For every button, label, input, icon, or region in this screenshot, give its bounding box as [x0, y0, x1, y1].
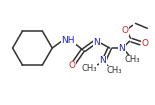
Text: CH₃: CH₃ — [81, 64, 97, 73]
Text: N: N — [99, 56, 106, 65]
Text: N: N — [93, 38, 100, 47]
Text: O: O — [142, 39, 149, 48]
Text: O: O — [69, 61, 75, 70]
Text: O: O — [121, 26, 128, 35]
Text: CH₃: CH₃ — [125, 55, 140, 64]
Text: CH₃: CH₃ — [107, 66, 122, 75]
Text: N: N — [118, 44, 125, 53]
Text: NH: NH — [61, 36, 75, 45]
